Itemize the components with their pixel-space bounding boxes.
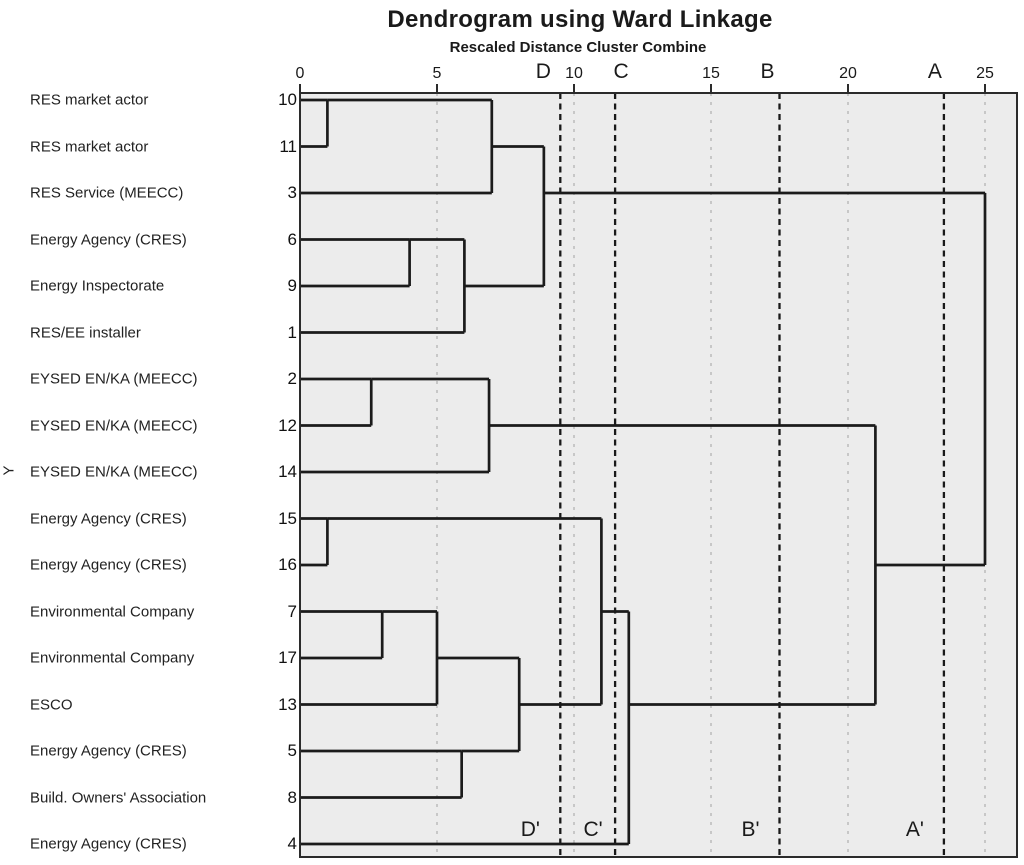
leaf-case-number: 5 xyxy=(287,741,297,760)
leaf-label: RES Service (MEECC) xyxy=(30,184,184,202)
cut-line-label-bottom-B: B' xyxy=(741,818,760,841)
leaf-case-number: 12 xyxy=(278,415,297,435)
leaf-label: Energy Agency (CRES) xyxy=(30,556,187,574)
leaf-case-number: 1 xyxy=(287,322,297,342)
axis-tick-label: 15 xyxy=(702,65,720,82)
leaf-case-number: 3 xyxy=(287,183,297,202)
axis-tick-label: 20 xyxy=(839,65,857,82)
leaf-label: Energy Agency (CRES) xyxy=(30,835,187,853)
chart-title: Dendrogram using Ward Linkage xyxy=(387,6,773,33)
leaf-case-number: 4 xyxy=(287,834,297,853)
cut-line-label-bottom-D: D' xyxy=(520,818,540,841)
axis-tick-label: 25 xyxy=(976,65,994,82)
leaf-case-number: 13 xyxy=(278,694,297,714)
leaf-label: ESCO xyxy=(30,696,73,713)
leaf-label: EYSED EN/KA (MEECC) xyxy=(30,417,198,434)
leaf-label: Energy Inspectorate xyxy=(30,277,165,295)
axis-tick-label: 0 xyxy=(295,65,305,82)
leaf-case-number: 15 xyxy=(278,508,297,528)
leaf-label: Energy Agency (CRES) xyxy=(30,510,187,527)
leaf-label: Energy Agency (CRES) xyxy=(30,231,187,248)
cut-line-label-bottom-C: C' xyxy=(583,818,603,841)
leaf-label: RES/EE installer xyxy=(30,324,141,341)
leaf-case-number: 8 xyxy=(287,787,297,807)
leaf-label: RES market actor xyxy=(30,138,149,155)
leaf-case-number: 7 xyxy=(287,601,297,621)
axis-tick-label: 10 xyxy=(565,65,583,82)
leaf-case-number: 14 xyxy=(278,462,297,481)
leaf-case-number: 10 xyxy=(278,90,297,109)
plot-frame xyxy=(299,92,1018,858)
leaf-label: EYSED EN/KA (MEECC) xyxy=(30,463,198,481)
leaf-case-number: 9 xyxy=(287,276,297,295)
leaf-case-number: 17 xyxy=(278,648,297,667)
leaf-label: Build. Owners' Association xyxy=(30,789,207,806)
leaf-label: Environmental Company xyxy=(30,649,195,667)
cut-line-label-top-C: C xyxy=(613,60,629,83)
leaf-label: Energy Agency (CRES) xyxy=(30,742,187,760)
cut-line-label-top-B: B xyxy=(760,60,775,83)
cut-line-label-top-A: A xyxy=(927,60,942,83)
leaf-case-number: 6 xyxy=(287,229,297,249)
cut-line-label-bottom-A: A' xyxy=(905,818,924,841)
axis-tick-label: 5 xyxy=(432,65,442,82)
cut-line-label-top-D: D xyxy=(535,60,551,83)
y-axis-label: Y xyxy=(0,465,18,476)
leaf-label: Environmental Company xyxy=(30,603,195,620)
leaf-case-number: 2 xyxy=(287,369,297,388)
plot-area xyxy=(300,93,1017,857)
leaf-label: RES market actor xyxy=(30,91,149,109)
leaf-case-number: 16 xyxy=(278,555,297,574)
chart-subtitle: Rescaled Distance Cluster Combine xyxy=(449,39,707,56)
leaf-label: EYSED EN/KA (MEECC) xyxy=(30,370,198,388)
leaf-case-number: 11 xyxy=(279,136,297,156)
